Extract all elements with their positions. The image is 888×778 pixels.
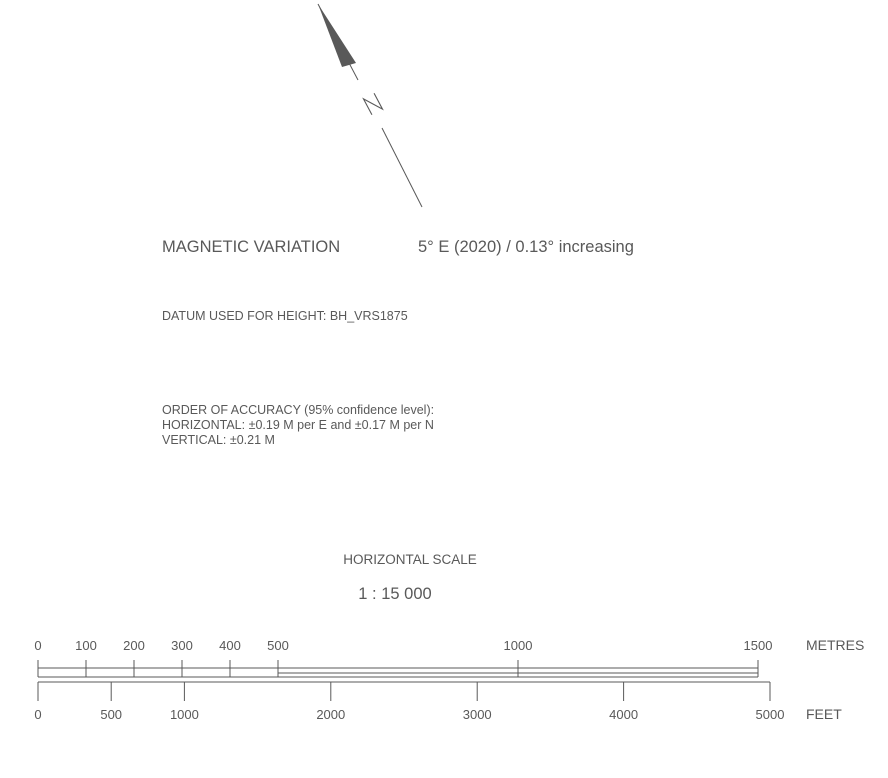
north-letter-icon (362, 92, 384, 116)
metres-tick-label: 1000 (504, 638, 533, 653)
metres-tick-label: 1500 (744, 638, 773, 653)
feet-tick-label: 2000 (316, 707, 345, 722)
feet-tick-label: 500 (100, 707, 122, 722)
metres-unit-label: METRES (806, 637, 864, 653)
magnetic-variation-value: 5° E (2020) / 0.13° increasing (418, 238, 634, 256)
metres-tick-label: 100 (75, 638, 97, 653)
feet-tick-label: 3000 (463, 707, 492, 722)
magnetic-variation-label: MAGNETIC VARIATION (162, 238, 341, 256)
accuracy-horizontal: HORIZONTAL: ±0.19 M per E and ±0.17 M pe… (162, 418, 434, 432)
feet-tick-label: 4000 (609, 707, 638, 722)
feet-unit-label: FEET (806, 706, 842, 722)
feet-tick-label: 0 (34, 707, 41, 722)
north-arrow-shaft-lower (381, 127, 423, 208)
scale-ratio: 1 : 15 000 (358, 585, 432, 603)
accuracy-block: ORDER OF ACCURACY (95% confidence level)… (162, 403, 434, 448)
feet-tick-label: 5000 (756, 707, 785, 722)
metres-tick-label: 300 (171, 638, 193, 653)
metres-tick-label: 200 (123, 638, 145, 653)
metres-tick-label: 0 (34, 638, 41, 653)
metres-tick-label: 400 (219, 638, 241, 653)
accuracy-vertical: VERTICAL: ±0.21 M (162, 433, 275, 447)
metres-tick-label: 500 (267, 638, 289, 653)
north-arrow-head (318, 4, 356, 67)
scale-title: HORIZONTAL SCALE (343, 552, 477, 567)
feet-tick-label: 1000 (170, 707, 199, 722)
north-arrow (317, 3, 423, 208)
height-datum-text: DATUM USED FOR HEIGHT: BH_VRS1875 (162, 309, 408, 323)
accuracy-title: ORDER OF ACCURACY (95% confidence level)… (162, 403, 435, 417)
